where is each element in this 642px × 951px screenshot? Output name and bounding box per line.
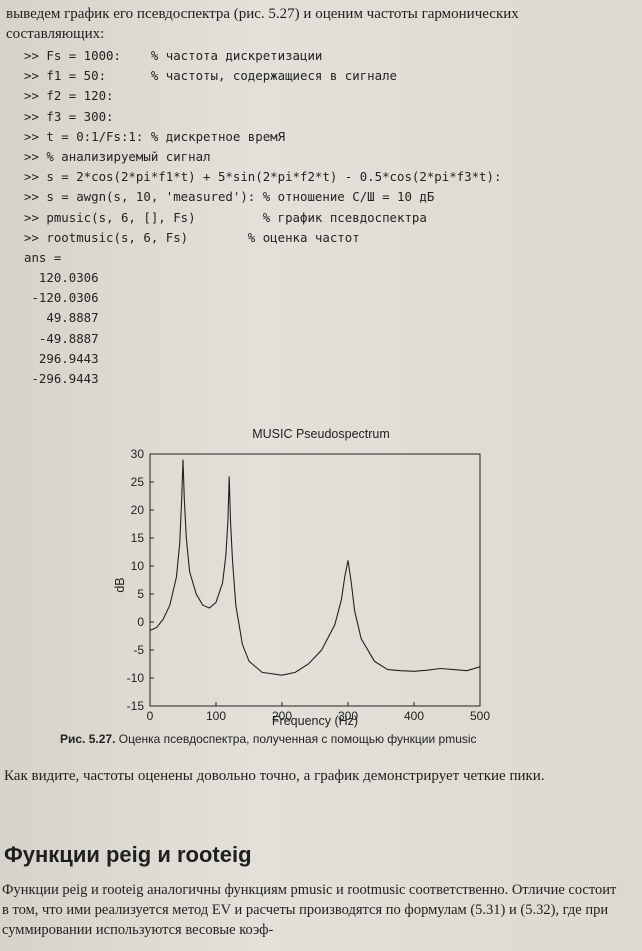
figure-5-27: MUSIC Pseudospectrum 0 100 200 300 400 500 -15… <box>106 420 496 740</box>
caption-text: Оценка псевдоспектра, полученная с помощ… <box>118 732 477 746</box>
x-tick-label: 200 <box>272 709 292 723</box>
conclusion-paragraph: Как видите, частоты оценены довольно точ… <box>4 768 545 784</box>
code-line: >> f2 = 120: <box>24 88 114 104</box>
code-line: 49.8887 <box>24 310 99 326</box>
y-tick-label: 25 <box>131 475 145 489</box>
y-tick-label: 0 <box>137 615 144 629</box>
code-line: -120.0306 <box>24 290 99 306</box>
plot-frame <box>149 453 481 707</box>
x-tick-label: 500 <box>470 709 490 723</box>
axis-ticks: 0 100 200 300 400 500 -15 -10 -5 0 5 10 15 20 25 30 <box>127 447 491 723</box>
x-tick-label: 0 <box>147 709 154 723</box>
y-tick-label: 30 <box>131 447 145 461</box>
y-tick-label: -5 <box>133 643 144 657</box>
code-line: ans = <box>24 249 62 265</box>
y-tick-label: 5 <box>137 587 144 601</box>
code-line: 120.0306 <box>24 270 99 286</box>
caption-number: Рис. 5.27. <box>60 732 116 746</box>
figure-caption: Рис. 5.27. Оценка псевдоспектра, получен… <box>60 732 580 746</box>
code-line: 296.9443 <box>24 350 99 366</box>
x-tick-label: 100 <box>206 709 226 723</box>
code-line: >> t = 0:1/Fs:1: % дискретное времЯ <box>24 128 286 144</box>
code-line: >> pmusic(s, 6, [], Fs) % график псевдос… <box>24 209 427 225</box>
y-tick-label: 15 <box>131 531 145 545</box>
code-line: >> s = awgn(s, 10, 'measured'): % отноше… <box>24 189 435 205</box>
x-tick-label: 400 <box>404 709 424 723</box>
section-body: Функции peig и rooteig аналогичны функци… <box>2 882 617 938</box>
code-line: -49.8887 <box>24 330 99 346</box>
y-tick-label: -15 <box>127 699 145 713</box>
y-tick-label: -10 <box>127 671 145 685</box>
section-heading: Функции peig и rooteig <box>4 842 252 867</box>
code-line: >> s = 2*cos(2*pi*f1*t) + 5*sin(2*pi*f2*… <box>24 169 502 185</box>
x-axis-label: Frequency (Hz) <box>272 714 358 728</box>
y-tick-label: 10 <box>131 559 145 573</box>
code-line: >> f3 = 300: <box>24 108 114 124</box>
code-listing: >> Fs = 1000: % частота дискретизации >> … <box>24 46 624 389</box>
pseudospectrum-curve <box>149 459 481 676</box>
code-line: -296.9443 <box>24 371 99 386</box>
intro-paragraph: выведем график его псевдоспектра (рис. 5… <box>6 6 519 42</box>
pseudospectrum-chart: MUSIC Pseudospectrum 0 100 200 300 400 500-15… <box>113 427 491 728</box>
code-line: >> rootmusic(s, 6, Fs) % оценка частот <box>24 229 360 245</box>
y-tick-label: 20 <box>131 503 145 517</box>
code-line: >> % анализируемый сигнал <box>24 148 211 164</box>
x-tick-label: 300 <box>338 709 358 723</box>
y-axis-label: dB <box>113 577 127 592</box>
code-line: >> Fs = 1000: % частота дискретизации <box>24 48 323 63</box>
chart-title: MUSIC Pseudospectrum <box>252 427 390 441</box>
code-line: >> f1 = 50: % частоты, содержащиеся в си… <box>24 68 397 84</box>
